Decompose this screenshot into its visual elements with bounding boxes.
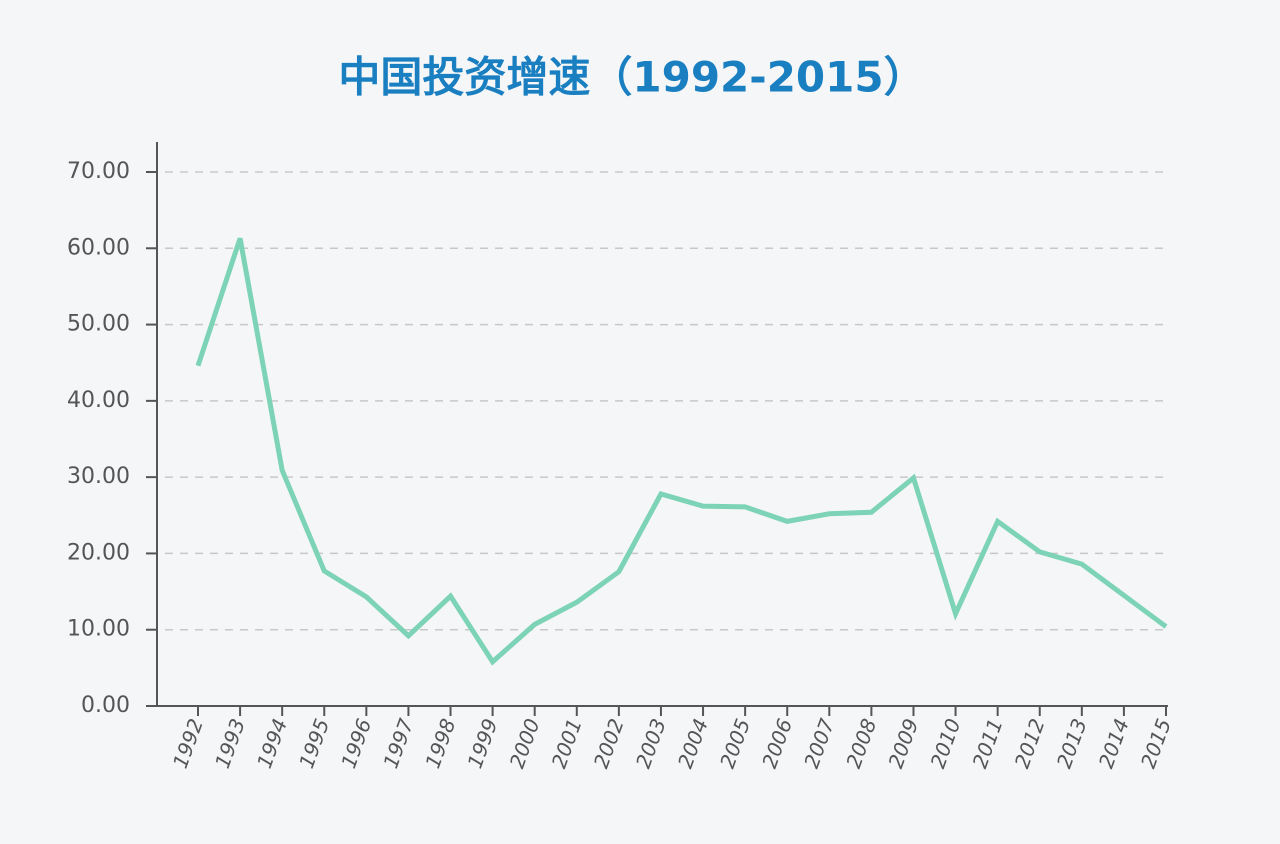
data-line [195, 237, 1168, 666]
y-tick-label: 60.00 [67, 235, 130, 260]
y-tick-label: 40.00 [67, 388, 130, 413]
y-tick-label: 0.00 [81, 693, 130, 718]
y-tick-label: 10.00 [67, 617, 130, 642]
y-tick-label: 50.00 [67, 312, 130, 337]
y-tick-label: 30.00 [67, 464, 130, 489]
y-tick-label: 70.00 [67, 159, 130, 184]
chart-title: 中国投资增速（1992-2015） [338, 53, 925, 102]
y-tick-label: 20.00 [67, 540, 130, 565]
